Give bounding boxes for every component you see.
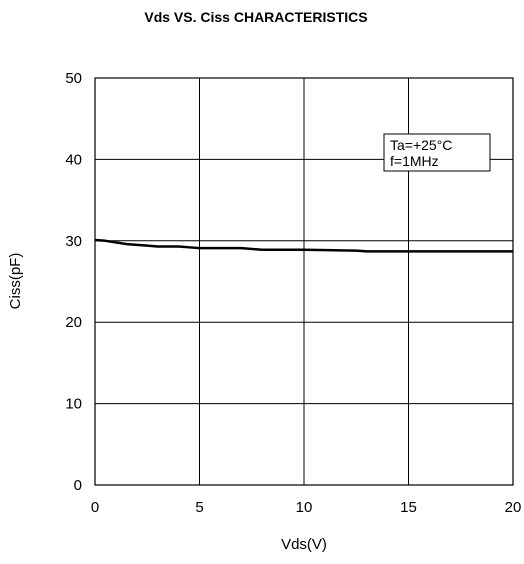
annotation-temperature: Ta=+25°C (390, 137, 452, 153)
y-tick-label: 0 (74, 477, 82, 494)
ciss-curve (94, 238, 513, 253)
conditions-annotation: Ta=+25°C f=1MHz (383, 133, 491, 172)
x-tick-label: 15 (400, 499, 417, 516)
chart-title: Vds VS. Ciss CHARACTERISTICS (144, 9, 367, 25)
y-tick-label: 30 (65, 233, 82, 250)
plot-area-frame (94, 77, 514, 486)
x-tick-label: 10 (296, 499, 313, 516)
annotation-box-frame (383, 133, 491, 172)
y-axis-label: Ciss(pF) (7, 253, 24, 310)
y-tick-label: 10 (65, 396, 82, 413)
series-layer (94, 238, 513, 253)
x-tick-label: 5 (195, 499, 203, 516)
x-tick-label: 0 (91, 499, 99, 516)
annotation-frequency: f=1MHz (390, 153, 439, 169)
x-tick-label: 20 (505, 499, 522, 516)
y-tick-label: 50 (65, 70, 82, 87)
x-axis-label: Vds(V) (281, 536, 327, 553)
y-tick-label: 40 (65, 151, 82, 168)
y-tick-label: 20 (65, 314, 82, 331)
tick-labels: 0 5 10 15 20 0 10 20 30 40 50 (65, 70, 521, 516)
